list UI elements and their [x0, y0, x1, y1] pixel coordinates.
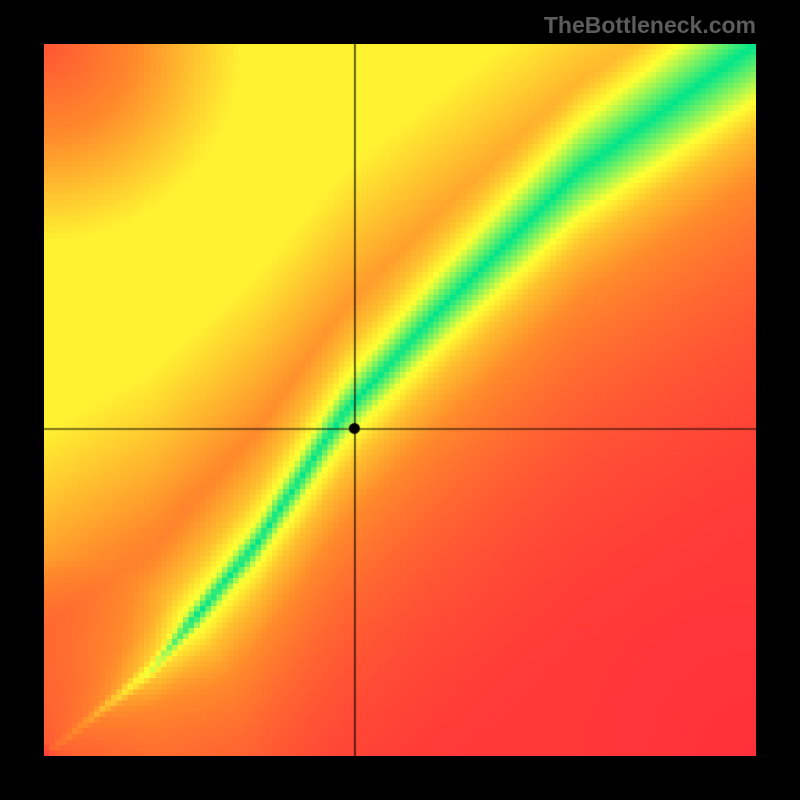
watermark-text: TheBottleneck.com [544, 12, 756, 39]
chart-container: TheBottleneck.com [0, 0, 800, 800]
bottleneck-heatmap [44, 44, 756, 756]
